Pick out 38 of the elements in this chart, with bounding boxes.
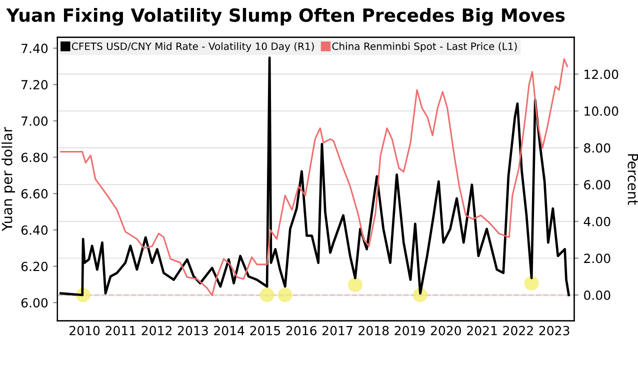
point [260,288,274,302]
y-tick-label: 7.40 [22,44,48,54]
x-tick-label: 2013 [178,326,208,336]
x-tick-label: 2010 [70,326,100,336]
x-tick-label: 2019 [394,326,425,336]
point [348,278,362,292]
x-tick-label: 2020 [430,326,461,336]
y-tick-label: 6.80 [21,152,48,162]
x-tick-label: 2022 [503,326,533,336]
x-tick-label: 2016 [286,326,316,336]
x-tick-label: 2018 [358,326,389,336]
x-tick-label: 2011 [106,326,136,336]
y-tick-label: 6.20 [21,262,48,272]
y2-tick-label: 10.00 [584,106,618,116]
y-tick-label: 6.00 [21,298,48,308]
y2-tick-label: 6.00 [584,180,610,190]
x-tick-label: 2023 [539,326,570,336]
x-tick-label: 2015 [250,326,280,336]
y-tick-label: 6.40 [21,225,48,235]
y2-tick-label: 8.00 [584,143,610,153]
x-tick-label: 2014 [214,326,244,336]
y2-axis-title: Percent [628,154,638,205]
y2-tick-label: 4.00 [584,216,610,226]
y-tick-label: 7.20 [22,80,48,90]
y-tick-label: 6.60 [21,189,48,199]
x-tick-label: 2012 [142,326,172,336]
y-tick-label: 7.00 [22,116,48,126]
point [524,276,539,291]
x-tick-label: 2017 [322,326,352,336]
y2-tick-label: 2.00 [584,254,610,264]
y2-tick-label: 12.00 [584,70,618,80]
point [278,288,292,302]
x-tick-label: 2021 [467,326,497,336]
y2-tick-label: 0.00 [584,290,610,300]
chart-title: Yuan Fixing Volatility Slump Often Precedes Big Moves [6,8,565,26]
legend-label: China Renminbi Spot - Last Price (L1) [332,42,517,52]
legend-label: CFETS USD/CNY Mid Rate - Volatility 10 Day (R1) [72,42,314,52]
y-axis-title: Yuan per dollar [2,126,16,232]
